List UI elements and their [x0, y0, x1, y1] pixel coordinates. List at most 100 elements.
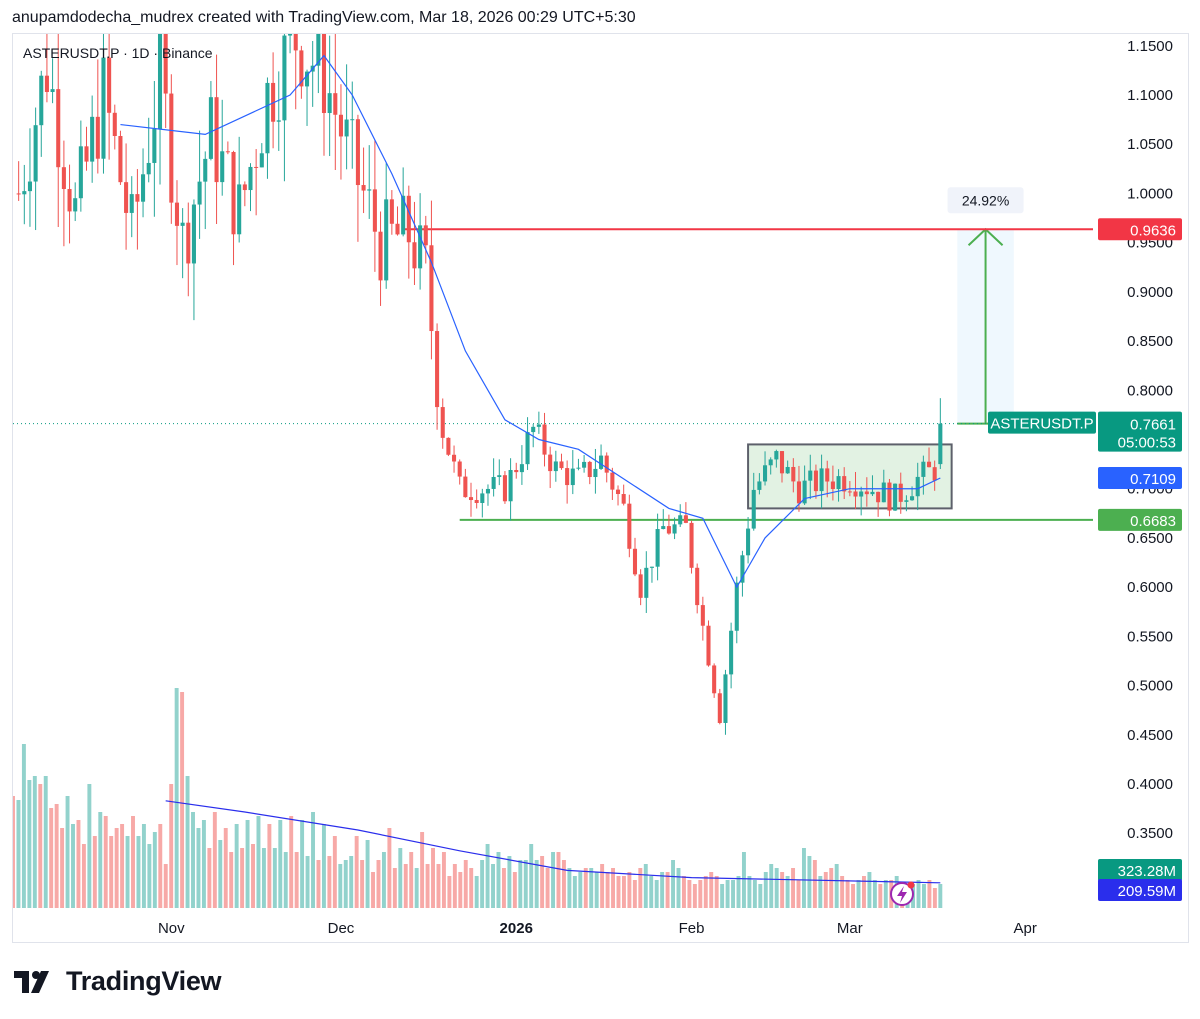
chart-attribution-header: anupamdodecha_mudrex created with Tradin…: [12, 9, 636, 26]
candle: [480, 488, 485, 518]
candle-body: [27, 181, 32, 192]
volume-bar: [267, 824, 272, 908]
volume-ma-value-label: 209.59M: [1098, 879, 1182, 901]
candle-body: [265, 82, 270, 154]
candle: [644, 551, 649, 613]
candle-body: [440, 407, 445, 438]
volume-bar: [621, 876, 626, 908]
candle: [819, 454, 824, 509]
volume-bar: [54, 804, 59, 908]
candle: [655, 513, 660, 581]
levels-layer: [13, 228, 1093, 521]
volume-bar: [774, 868, 779, 908]
price-tick-label: 0.6000: [1127, 579, 1173, 596]
candle-body: [729, 630, 734, 675]
candle-body: [321, 34, 327, 114]
volume-bar: [278, 820, 283, 908]
candle: [276, 71, 281, 151]
candle-body: [191, 204, 196, 264]
volume-bar: [349, 856, 354, 908]
candle-body: [50, 89, 55, 93]
volume-bar: [234, 824, 239, 908]
candle-body: [672, 524, 677, 534]
candle: [327, 35, 332, 157]
candle-body: [254, 166, 259, 168]
volume-bar: [545, 868, 550, 908]
candle: [825, 460, 830, 498]
price-tick-label: 1.1000: [1127, 87, 1173, 104]
price-chart[interactable]: 24.92% 1.15001.10001.05001.00000.95000.9…: [13, 34, 1188, 942]
candle: [915, 462, 920, 511]
volume-bar: [13, 796, 15, 908]
candle: [395, 206, 400, 236]
candle-body: [406, 195, 411, 243]
price-tick-label: 0.6500: [1127, 530, 1173, 547]
volume-bar: [463, 860, 468, 908]
volume-bar: [332, 836, 337, 908]
candle: [304, 69, 310, 126]
candle: [463, 468, 468, 498]
candle-body: [615, 489, 621, 495]
candle-body: [485, 488, 491, 494]
candle-body: [338, 114, 343, 137]
candle-body: [813, 470, 818, 492]
candle: [474, 489, 479, 509]
candle-body: [796, 481, 802, 504]
candle: [39, 70, 44, 157]
candle-body: [593, 468, 598, 478]
candle-body: [819, 468, 824, 492]
candle: [926, 447, 932, 468]
volume-bar: [294, 852, 299, 908]
candle-body: [237, 184, 242, 235]
replay-icon[interactable]: [890, 881, 915, 906]
candle: [146, 117, 151, 183]
volume-bar: [796, 880, 801, 908]
candle: [27, 128, 32, 227]
candle-body: [446, 437, 451, 455]
candle: [525, 417, 530, 470]
volume-bar: [360, 860, 365, 908]
candle-body: [33, 125, 38, 182]
volume-bar: [387, 828, 392, 908]
candle-body: [401, 195, 406, 235]
candle-body: [214, 97, 219, 183]
candle: [310, 41, 315, 107]
candle-body: [276, 120, 281, 122]
candle: [746, 517, 751, 564]
candle: [842, 467, 847, 500]
symbol-tag-text: ASTERUSDT.P: [990, 416, 1093, 433]
volume-bar: [131, 816, 135, 908]
chart-frame[interactable]: 24.92% 1.1500 1.1000 1.0500 1.0000 0.9500 0.9…: [12, 33, 1189, 943]
volume-bar: [321, 824, 326, 908]
volume-value-label-bg: [1098, 859, 1182, 881]
candle-body: [22, 191, 27, 195]
candle: [90, 95, 95, 183]
candle-body: [757, 481, 762, 490]
candle-body: [881, 482, 886, 503]
candle-body: [118, 136, 123, 183]
candle: [231, 150, 236, 266]
candle: [791, 458, 796, 493]
candle: [904, 495, 909, 512]
candle-body: [259, 153, 264, 168]
volume-bar: [676, 868, 681, 908]
candle-body: [723, 674, 728, 723]
volume-bar: [692, 884, 697, 908]
candle: [242, 181, 247, 207]
current-price-value: 0.7661: [1130, 417, 1176, 434]
candle-body: [56, 89, 61, 168]
volume-bar: [316, 860, 321, 908]
candle: [124, 143, 129, 250]
candle-body: [785, 466, 790, 474]
volume-bar: [174, 688, 179, 908]
volume-bar: [425, 864, 430, 908]
projection-label-bg: [947, 187, 1024, 214]
candle-body: [604, 455, 609, 473]
candle-body: [649, 566, 654, 568]
moving-average-line: [120, 54, 941, 589]
candle: [33, 107, 38, 231]
candle-body: [304, 71, 310, 87]
candle: [288, 34, 293, 54]
ma-price-label-bg: [1098, 466, 1182, 489]
